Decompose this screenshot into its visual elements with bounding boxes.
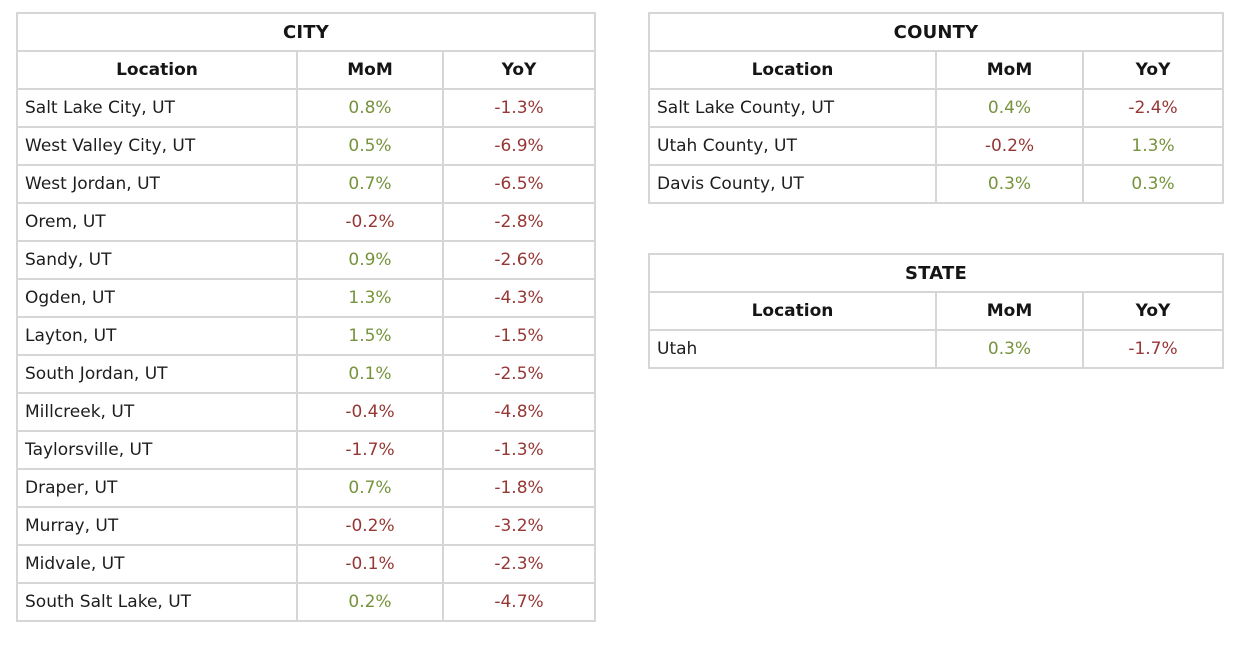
mom-cell: 0.9% bbox=[296, 240, 444, 280]
location-cell: Layton, UT bbox=[16, 316, 298, 356]
location-cell: Midvale, UT bbox=[16, 544, 298, 584]
city-col-mom: MoM bbox=[296, 50, 444, 90]
mom-cell: -0.2% bbox=[296, 506, 444, 546]
table-row: Salt Lake City, UT 0.8% -1.3% bbox=[16, 88, 597, 128]
state-col-location: Location bbox=[648, 291, 937, 331]
county-col-yoy: YoY bbox=[1081, 50, 1225, 90]
yoy-cell: -2.3% bbox=[441, 544, 597, 584]
state-title-row: STATE bbox=[648, 253, 1224, 293]
city-title-row: CITY bbox=[15, 12, 597, 52]
location-cell: Utah County, UT bbox=[648, 126, 937, 166]
mom-cell: 0.3% bbox=[935, 329, 1084, 369]
table-row: Utah 0.3% -1.7% bbox=[648, 329, 1224, 369]
table-row: Ogden, UT 1.3% -4.3% bbox=[16, 278, 597, 318]
county-table: COUNTY Location MoM YoY Salt Lake County… bbox=[647, 12, 1225, 204]
location-cell: South Jordan, UT bbox=[16, 354, 298, 394]
state-col-mom: MoM bbox=[935, 291, 1084, 331]
location-cell: Sandy, UT bbox=[16, 240, 298, 280]
county-header-row: Location MoM YoY bbox=[648, 50, 1225, 90]
location-cell: Salt Lake County, UT bbox=[648, 88, 937, 128]
yoy-cell: 1.3% bbox=[1081, 126, 1225, 166]
table-row: Utah County, UT -0.2% 1.3% bbox=[648, 126, 1225, 166]
city-col-location: Location bbox=[16, 50, 298, 90]
city-table: CITY Location MoM YoY Salt Lake City, UT… bbox=[15, 12, 597, 622]
yoy-cell: -3.2% bbox=[441, 506, 597, 546]
mom-cell: 1.3% bbox=[296, 278, 444, 318]
location-cell: Ogden, UT bbox=[16, 278, 298, 318]
location-cell: Utah bbox=[648, 329, 937, 369]
yoy-cell: -1.5% bbox=[441, 316, 597, 356]
table-row: Orem, UT -0.2% -2.8% bbox=[16, 202, 597, 242]
state-table: STATE Location MoM YoY Utah 0.3% -1.7% bbox=[648, 253, 1224, 369]
yoy-cell: -4.3% bbox=[441, 278, 597, 318]
table-row: Salt Lake County, UT 0.4% -2.4% bbox=[648, 88, 1225, 128]
table-row: South Salt Lake, UT 0.2% -4.7% bbox=[16, 582, 597, 622]
location-cell: Murray, UT bbox=[16, 506, 298, 546]
location-cell: Salt Lake City, UT bbox=[16, 88, 298, 128]
yoy-cell: -6.5% bbox=[441, 164, 597, 204]
yoy-cell: -1.7% bbox=[1082, 329, 1224, 369]
location-cell: Davis County, UT bbox=[648, 164, 937, 204]
yoy-cell: -2.8% bbox=[441, 202, 597, 242]
yoy-cell: -1.3% bbox=[441, 88, 597, 128]
mom-cell: -0.1% bbox=[296, 544, 444, 584]
yoy-cell: -2.5% bbox=[441, 354, 597, 394]
mom-cell: -1.7% bbox=[296, 430, 444, 470]
table-row: Midvale, UT -0.1% -2.3% bbox=[16, 544, 597, 584]
table-row: Draper, UT 0.7% -1.8% bbox=[16, 468, 597, 508]
county-title-row: COUNTY bbox=[647, 12, 1225, 52]
location-cell: West Valley City, UT bbox=[16, 126, 298, 166]
mom-cell: -0.2% bbox=[296, 202, 444, 242]
city-header-row: Location MoM YoY bbox=[16, 50, 597, 90]
city-col-yoy: YoY bbox=[441, 50, 597, 90]
city-table-title: CITY bbox=[15, 12, 597, 52]
yoy-cell: -2.4% bbox=[1081, 88, 1225, 128]
yoy-cell: -4.7% bbox=[441, 582, 597, 622]
yoy-cell: -1.3% bbox=[441, 430, 597, 470]
location-cell: Orem, UT bbox=[16, 202, 298, 242]
mom-cell: 0.7% bbox=[296, 468, 444, 508]
location-cell: Draper, UT bbox=[16, 468, 298, 508]
county-table-title: COUNTY bbox=[647, 12, 1225, 52]
mom-cell: 0.3% bbox=[935, 164, 1084, 204]
table-row: Millcreek, UT -0.4% -4.8% bbox=[16, 392, 597, 432]
state-col-yoy: YoY bbox=[1082, 291, 1224, 331]
table-row: Layton, UT 1.5% -1.5% bbox=[16, 316, 597, 356]
table-row: West Valley City, UT 0.5% -6.9% bbox=[16, 126, 597, 166]
mom-cell: 0.4% bbox=[935, 88, 1084, 128]
county-col-location: Location bbox=[648, 50, 937, 90]
yoy-cell: -6.9% bbox=[441, 126, 597, 166]
mom-cell: -0.4% bbox=[296, 392, 444, 432]
mom-cell: 0.5% bbox=[296, 126, 444, 166]
table-row: Sandy, UT 0.9% -2.6% bbox=[16, 240, 597, 280]
mom-cell: 0.7% bbox=[296, 164, 444, 204]
location-cell: Taylorsville, UT bbox=[16, 430, 298, 470]
table-row: Taylorsville, UT -1.7% -1.3% bbox=[16, 430, 597, 470]
mom-cell: -0.2% bbox=[935, 126, 1084, 166]
state-table-title: STATE bbox=[648, 253, 1224, 293]
mom-cell: 0.1% bbox=[296, 354, 444, 394]
location-cell: Millcreek, UT bbox=[16, 392, 298, 432]
mom-cell: 0.8% bbox=[296, 88, 444, 128]
county-col-mom: MoM bbox=[935, 50, 1084, 90]
yoy-cell: -2.6% bbox=[441, 240, 597, 280]
state-header-row: Location MoM YoY bbox=[648, 291, 1224, 331]
yoy-cell: -4.8% bbox=[441, 392, 597, 432]
table-row: Murray, UT -0.2% -3.2% bbox=[16, 506, 597, 546]
yoy-cell: 0.3% bbox=[1081, 164, 1225, 204]
table-row: Davis County, UT 0.3% 0.3% bbox=[648, 164, 1225, 204]
table-row: South Jordan, UT 0.1% -2.5% bbox=[16, 354, 597, 394]
mom-cell: 0.2% bbox=[296, 582, 444, 622]
yoy-cell: -1.8% bbox=[441, 468, 597, 508]
mom-cell: 1.5% bbox=[296, 316, 444, 356]
location-cell: West Jordan, UT bbox=[16, 164, 298, 204]
table-row: West Jordan, UT 0.7% -6.5% bbox=[16, 164, 597, 204]
location-cell: South Salt Lake, UT bbox=[16, 582, 298, 622]
